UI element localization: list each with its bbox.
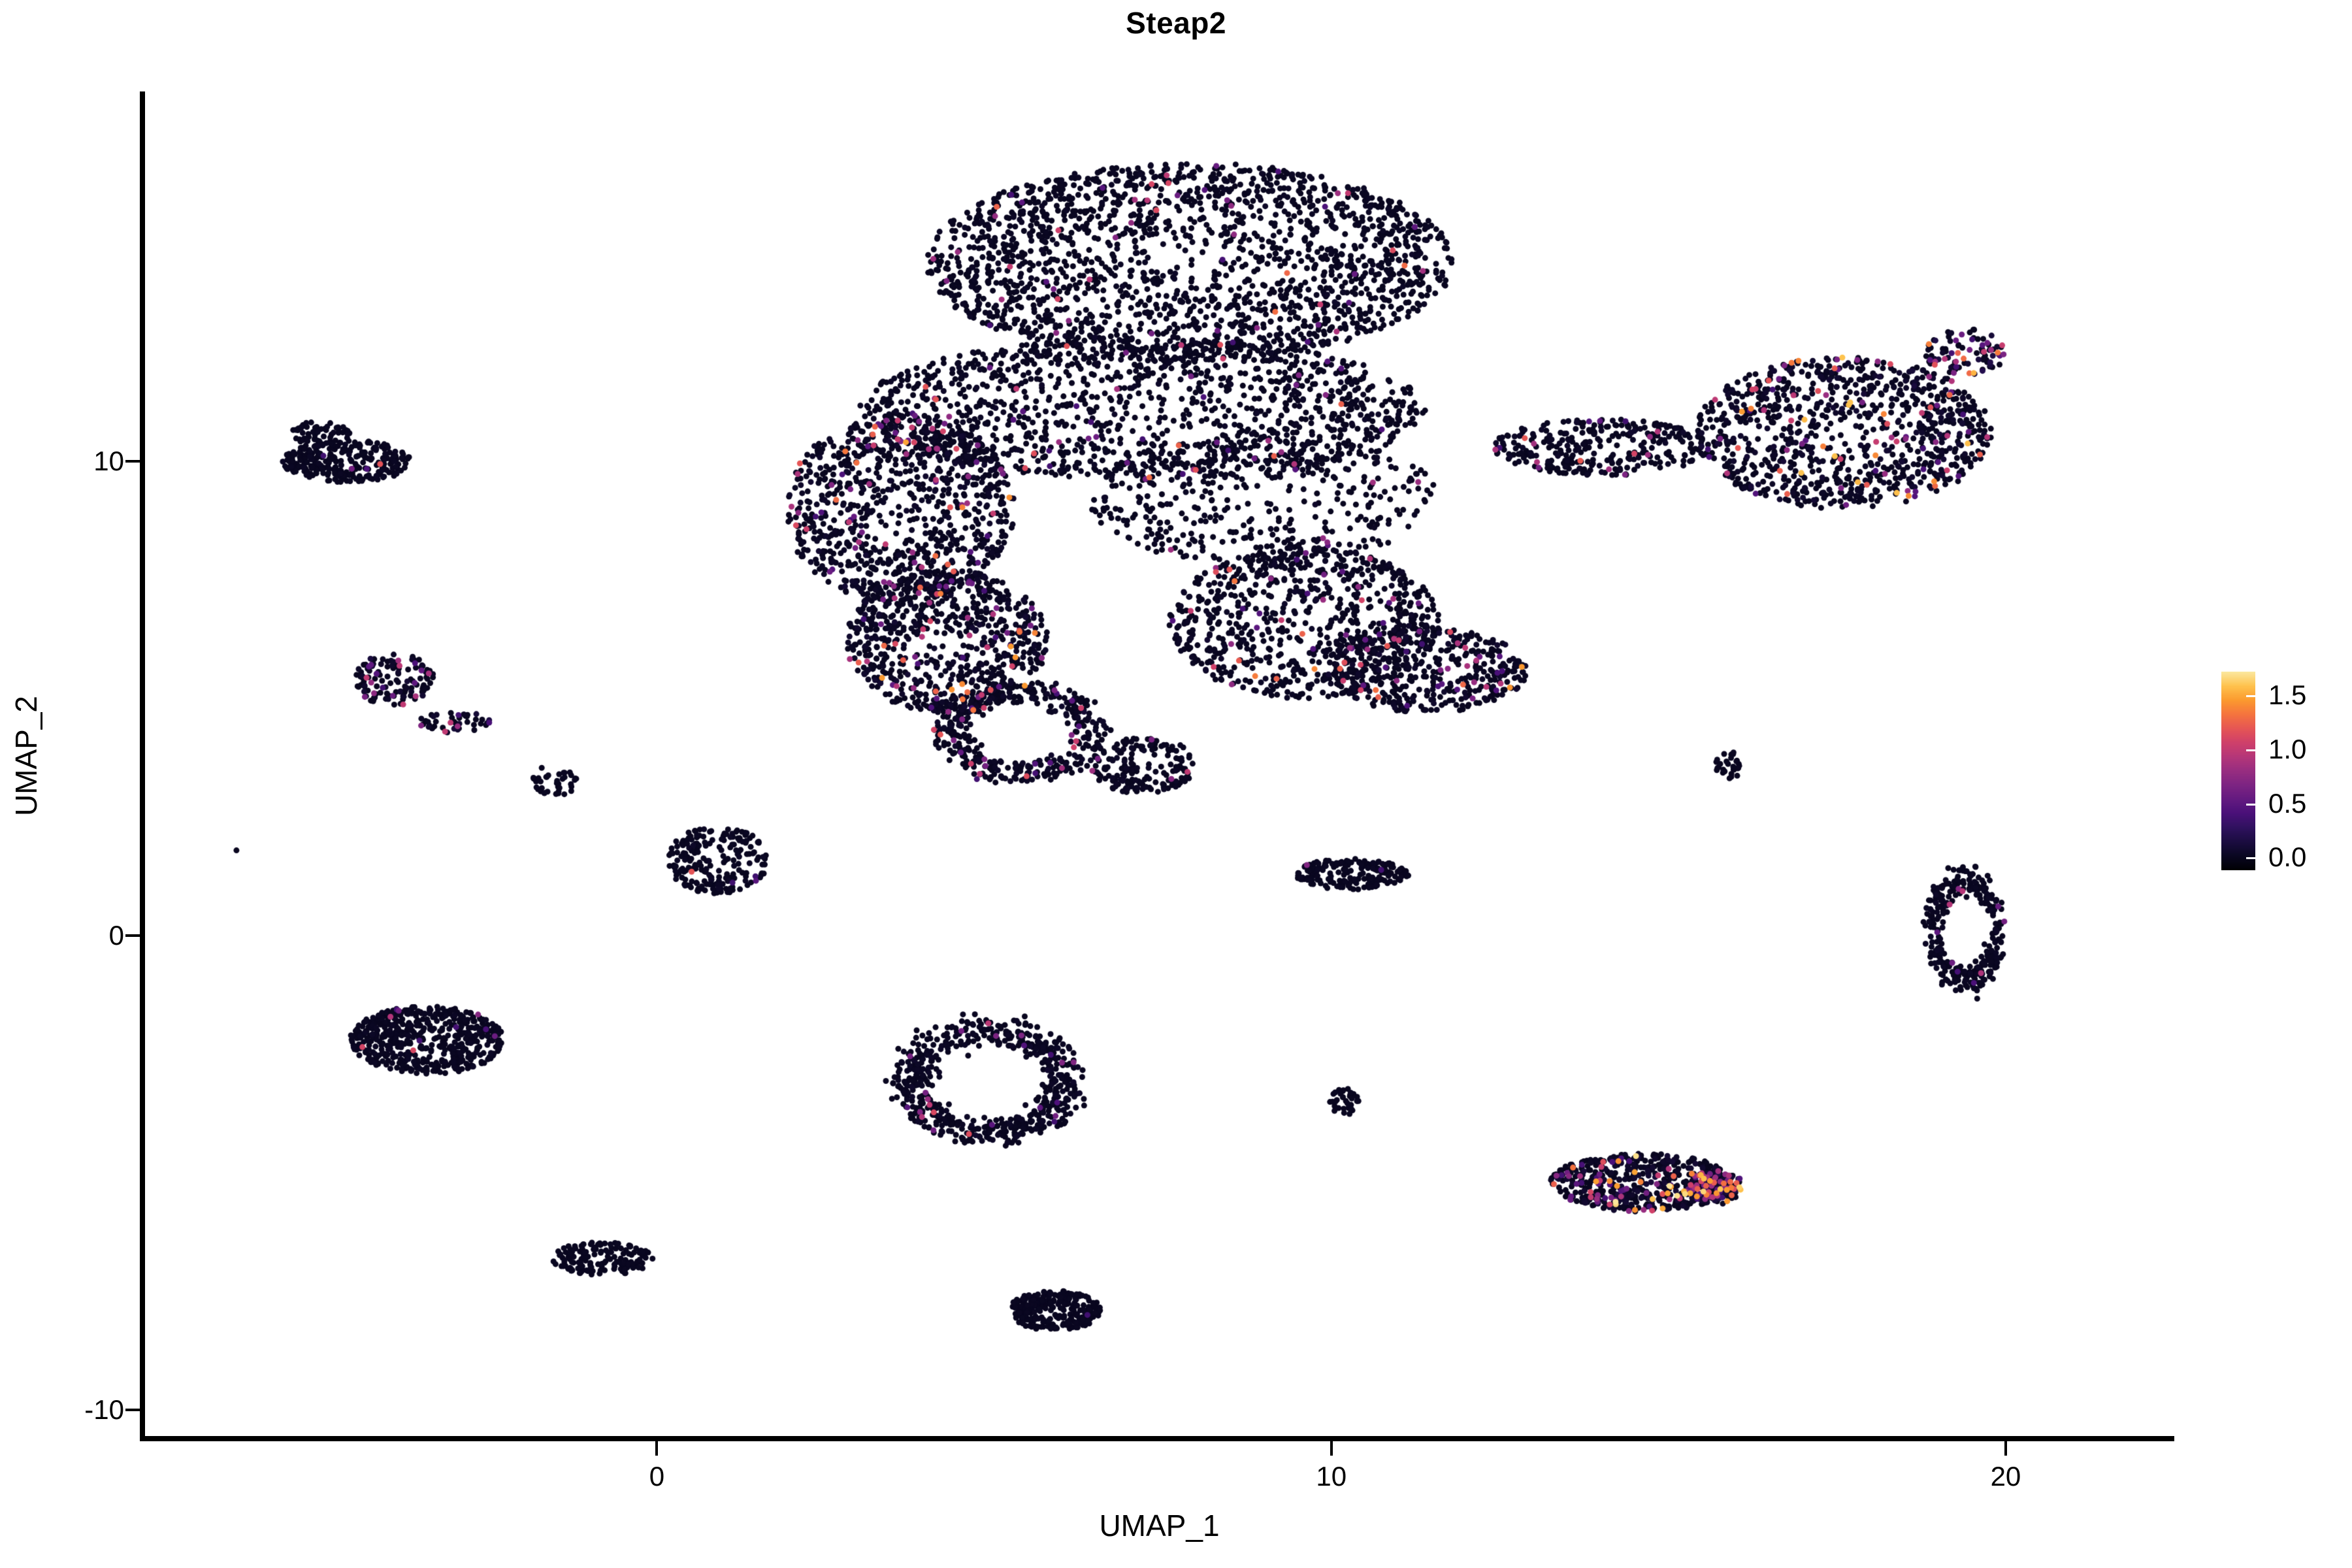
y-tick-mark (125, 934, 140, 938)
x-tick-label: 10 (1316, 1461, 1347, 1492)
page-title: Steap2 (1126, 6, 1226, 40)
scatter-plot-panel (144, 91, 2174, 1439)
umap-scatter-canvas (144, 91, 2174, 1439)
colorbar-tick-mark (2246, 749, 2257, 751)
x-axis-line (140, 1436, 2174, 1441)
x-tick-mark (1330, 1441, 1333, 1456)
y-tick-label: 0 (108, 920, 124, 951)
y-tick-mark (125, 1409, 140, 1412)
colorbar-tick-label: 0.5 (2268, 787, 2307, 819)
colorbar-tick-mark (2246, 803, 2257, 806)
colorbar-tick-mark (2246, 695, 2257, 698)
y-tick-label: -10 (84, 1394, 124, 1426)
colorbar-gradient (2221, 672, 2255, 870)
x-tick-mark (655, 1441, 659, 1456)
x-tick-mark (2004, 1441, 2007, 1456)
x-tick-label: 20 (1990, 1461, 2021, 1492)
colorbar-tick-label: 1.0 (2268, 733, 2307, 764)
colorbar-tick-mark (2246, 857, 2257, 860)
y-tick-mark (125, 460, 140, 463)
y-axis-line (140, 91, 145, 1441)
x-axis-title: UMAP_1 (1099, 1509, 1220, 1543)
color-legend: 1.5 1.0 0.5 0.0 (2221, 672, 2345, 874)
x-tick-label: 0 (649, 1461, 665, 1492)
colorbar-tick-label: 0.0 (2268, 841, 2307, 873)
y-tick-label: 10 (93, 446, 124, 477)
y-axis-title: UMAP_2 (9, 695, 43, 817)
colorbar-tick-label: 1.5 (2268, 679, 2307, 711)
